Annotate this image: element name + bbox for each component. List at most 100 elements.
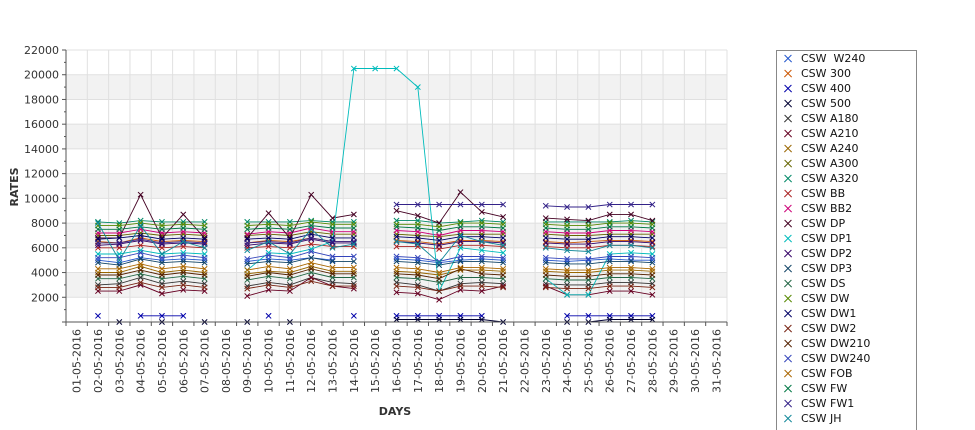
data-point (95, 272, 101, 278)
x-tick-label: 08-05-2016 (220, 329, 233, 393)
series-line (97, 258, 205, 266)
x-tick-label: 10-05-2016 (263, 329, 276, 393)
data-point (308, 246, 315, 253)
data-point (350, 285, 357, 292)
data-point (564, 255, 571, 262)
x-tick-labels: 01-05-2016 02-05-2016 03-05-2016 04-05-2016… (71, 329, 724, 393)
data-point (457, 258, 464, 265)
x-tick-label: 09-05-2016 (241, 329, 254, 393)
data-point (329, 215, 336, 222)
legend-label: CSW DP2 (801, 247, 853, 260)
series-line (98, 281, 205, 288)
plot-band (66, 272, 727, 298)
data-point (393, 207, 400, 214)
series-line (98, 263, 205, 270)
legend-item: CSW DP2 (777, 246, 916, 261)
legend-marker-icon (781, 411, 795, 426)
series-line (396, 222, 504, 228)
series-line (247, 233, 354, 240)
data-point (500, 242, 507, 249)
legend-label: CSW A300 (801, 157, 859, 170)
x-tick-label: 15-05-2016 (369, 329, 382, 393)
x-tick-label: 29-05-2016 (668, 329, 681, 393)
data-point (628, 283, 635, 290)
legend-marker-icon (781, 126, 795, 141)
series-line (545, 244, 653, 252)
data-point (158, 272, 165, 278)
data-point (329, 238, 336, 245)
data-point (244, 255, 251, 262)
legend-item: CSW FW (777, 381, 916, 396)
series-line (545, 273, 653, 277)
data-point (180, 211, 187, 218)
x-tick-label: 02-05-2016 (92, 329, 105, 393)
data-point (137, 236, 144, 243)
x-tick-label: 21-05-2016 (497, 329, 510, 393)
data-point (308, 254, 315, 261)
data-point (414, 316, 421, 323)
data-point (457, 264, 464, 271)
legend-marker-icon (781, 66, 795, 81)
x-tick-label: 20-05-2016 (476, 329, 489, 393)
x-tick-label: 07-05-2016 (199, 329, 212, 393)
data-point (542, 225, 549, 231)
legend-label: CSW FW (801, 382, 848, 395)
series-line (545, 236, 653, 240)
data-point (585, 267, 592, 274)
data-point (244, 267, 251, 274)
data-point (414, 284, 421, 291)
data-point (500, 201, 507, 208)
legend-item: CSW JH (777, 411, 916, 426)
legend-marker-icon (781, 201, 795, 216)
legend-marker-icon (781, 156, 795, 171)
data-point (201, 234, 208, 241)
data-point (201, 259, 208, 266)
series-line (247, 265, 354, 275)
data-point (478, 217, 485, 224)
y-tick-label: 22000 (24, 44, 59, 57)
data-point (265, 279, 272, 286)
series-line (247, 243, 354, 249)
data-point (414, 234, 421, 241)
series-line (396, 239, 504, 245)
data-point (116, 234, 123, 241)
data-point (649, 201, 656, 208)
series-line (545, 204, 653, 208)
x-tick-label: 11-05-2016 (284, 329, 297, 393)
series-line (247, 228, 354, 255)
series-line (545, 222, 653, 227)
data-point (158, 239, 165, 246)
series-line (247, 272, 354, 281)
data-point (585, 217, 592, 224)
data-point (308, 234, 315, 241)
data-point (137, 260, 144, 267)
series-line (545, 269, 653, 273)
data-point (95, 239, 101, 246)
x-tick-label: 19-05-2016 (454, 329, 467, 393)
data-point (244, 285, 251, 292)
data-point (478, 258, 485, 265)
series-line (97, 277, 205, 286)
legend-marker-icon (781, 396, 795, 411)
data-point (393, 316, 400, 323)
legend-marker-icon (781, 246, 795, 261)
x-tick-label: 22-05-2016 (518, 329, 531, 393)
data-point (350, 283, 357, 290)
data-point (478, 253, 485, 260)
data-point (137, 237, 144, 244)
data-point (116, 254, 123, 261)
data-point (542, 265, 549, 272)
data-point (478, 238, 485, 245)
data-point (137, 255, 144, 262)
data-point (329, 253, 336, 260)
y-tick-label: 6000 (31, 242, 59, 255)
data-point (329, 258, 336, 265)
data-point (564, 267, 571, 274)
x-tick-label: 14-05-2016 (348, 329, 361, 393)
data-point (649, 257, 656, 264)
data-point (414, 254, 421, 261)
x-tick-label: 18-05-2016 (433, 329, 446, 393)
series-csw-dw240 (95, 248, 656, 265)
data-point (457, 253, 464, 260)
